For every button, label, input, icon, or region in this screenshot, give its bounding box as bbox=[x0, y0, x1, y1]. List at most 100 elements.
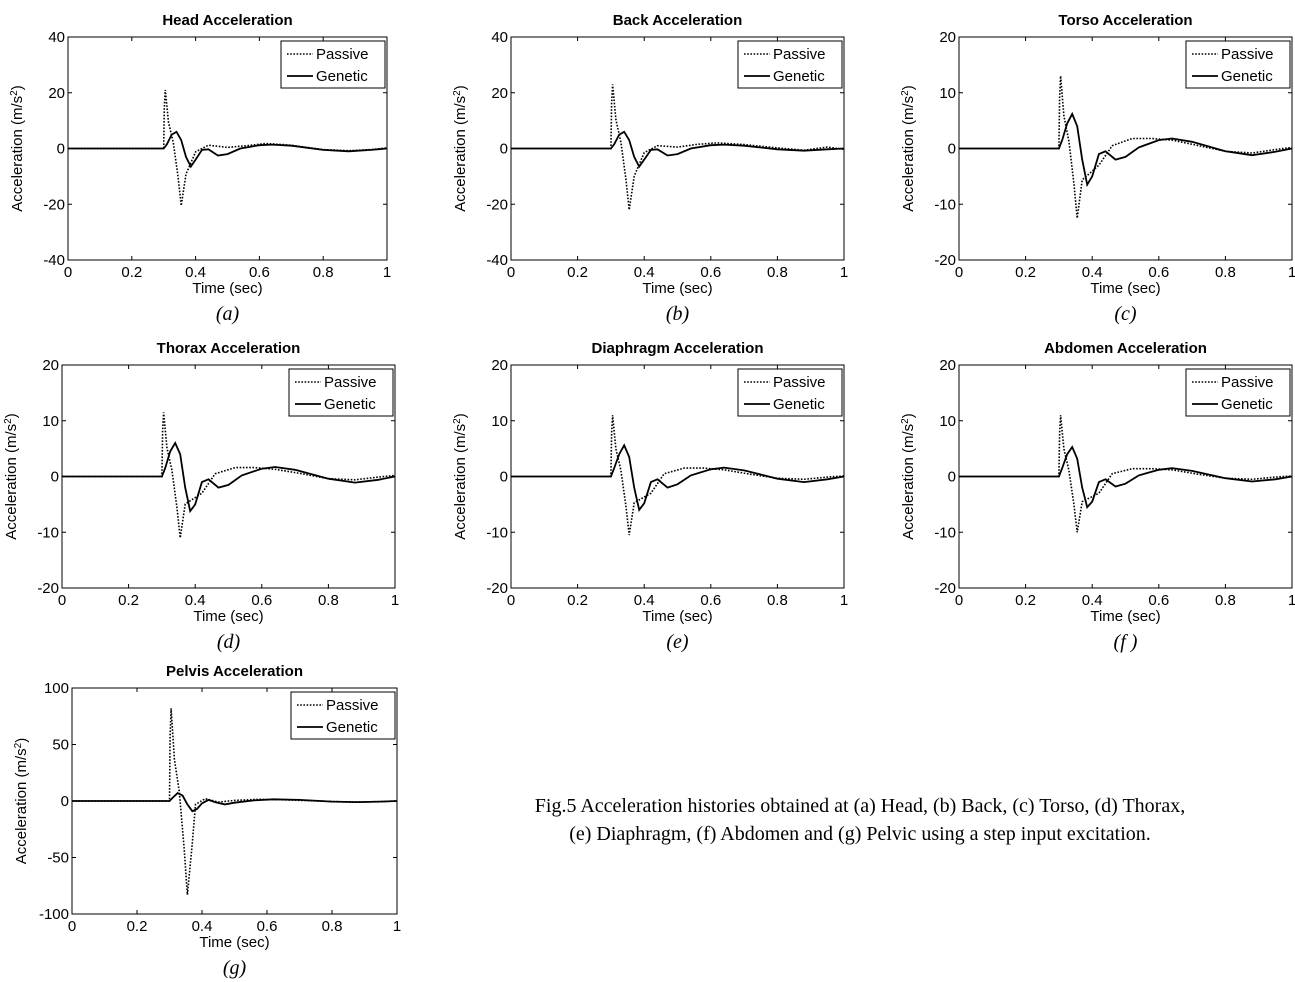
series-passive-line bbox=[511, 84, 844, 210]
y-tick-label: 0 bbox=[500, 141, 508, 158]
y-tick-label: -10 bbox=[934, 196, 956, 213]
y-tick-label: -100 bbox=[39, 906, 69, 923]
y-tick-label: 10 bbox=[939, 85, 956, 102]
panel-g: Pelvis Acceleration 0 0.2 0.4 0.6 0.8 1 -100 -50… bbox=[13, 663, 402, 979]
legend-label-genetic: Genetic bbox=[1221, 68, 1273, 85]
x-axis-label: Time (sec) bbox=[193, 608, 263, 625]
y-axis-label-main: Acceleration (m/s bbox=[9, 96, 26, 212]
y-tick-label: -40 bbox=[486, 252, 508, 269]
x-tick-label: 0.6 bbox=[1148, 592, 1169, 609]
legend-box bbox=[1185, 40, 1291, 89]
panel-b: Back Acceleration 0 0.2 0.4 0.6 0.8 1 -40 -20 0 20… bbox=[452, 12, 849, 325]
series-genetic-line bbox=[68, 130, 387, 169]
legend-label-genetic: Genetic bbox=[316, 68, 368, 85]
legend-box bbox=[290, 691, 396, 740]
x-tick-label: 0.8 bbox=[1215, 592, 1236, 609]
series-passive-line bbox=[72, 708, 397, 895]
x-tick-label: 0.4 bbox=[634, 592, 655, 609]
y-axis-label-sup: 2 bbox=[900, 90, 911, 96]
legend: Passive Genetic bbox=[737, 40, 843, 89]
y-axis-label-end: ) bbox=[900, 413, 917, 418]
y-axis-label: Acceleration (m/s2) bbox=[900, 85, 918, 211]
series-genetic-line bbox=[62, 441, 395, 514]
panel-title: Diaphragm Acceleration bbox=[592, 340, 764, 357]
x-axis-label: Time (sec) bbox=[642, 280, 712, 297]
y-axis-label: Acceleration (m/s2) bbox=[452, 85, 470, 211]
x-axis-label: Time (sec) bbox=[199, 934, 269, 951]
series-passive-line bbox=[68, 89, 387, 206]
y-axis-label-main: Acceleration (m/s bbox=[900, 96, 917, 212]
x-tick-label: 0.8 bbox=[313, 264, 334, 281]
legend-box bbox=[288, 368, 394, 417]
legend-label-passive: Passive bbox=[773, 374, 826, 391]
y-tick-label: -10 bbox=[486, 524, 508, 541]
series-genetic-line bbox=[511, 443, 844, 512]
x-tick-label: 1 bbox=[840, 264, 848, 281]
panel-title: Torso Acceleration bbox=[1058, 12, 1192, 29]
x-tick-label: 0 bbox=[68, 918, 76, 935]
y-tick-label: -20 bbox=[934, 252, 956, 269]
legend-box bbox=[737, 40, 843, 89]
y-axis-label-end: ) bbox=[452, 413, 469, 418]
panel-title: Head Acceleration bbox=[162, 12, 292, 29]
panel-a: Head Acceleration 0 0.2 0.4 0.6 0.8 1 -40 -20 0 20… bbox=[9, 12, 392, 325]
y-tick-label: 10 bbox=[491, 413, 508, 430]
x-tick-label: 0 bbox=[64, 264, 72, 281]
y-axis-label: Acceleration (m/s2) bbox=[13, 738, 31, 864]
x-tick-label: 1 bbox=[391, 592, 399, 609]
legend-label-passive: Passive bbox=[773, 46, 826, 63]
subfigure-label: (f ) bbox=[1114, 631, 1138, 653]
x-tick-label: 0.6 bbox=[700, 592, 721, 609]
y-axis-label-sup: 2 bbox=[9, 90, 20, 96]
x-axis-label: Time (sec) bbox=[1090, 280, 1160, 297]
x-tick-label: 1 bbox=[383, 264, 391, 281]
x-tick-label: 1 bbox=[1288, 264, 1295, 281]
x-tick-label: 0.2 bbox=[1015, 264, 1036, 281]
legend: Passive Genetic bbox=[280, 40, 386, 89]
legend-label-genetic: Genetic bbox=[773, 68, 825, 85]
y-axis-label: Acceleration (m/s2) bbox=[452, 413, 470, 539]
subfigure-label: (g) bbox=[223, 957, 247, 979]
y-tick-label: 20 bbox=[491, 357, 508, 374]
y-axis-label-main: Acceleration (m/s bbox=[452, 96, 469, 212]
y-tick-label: -40 bbox=[43, 252, 65, 269]
x-tick-label: 0.4 bbox=[185, 264, 206, 281]
legend: Passive Genetic bbox=[1185, 40, 1291, 89]
series-genetic-line bbox=[511, 130, 844, 169]
y-axis-label-main: Acceleration (m/s bbox=[900, 424, 917, 540]
y-axis-label-main: Acceleration (m/s bbox=[3, 424, 20, 540]
y-tick-label: 0 bbox=[57, 141, 65, 158]
x-tick-label: 0.6 bbox=[251, 592, 272, 609]
y-tick-label: -20 bbox=[37, 580, 59, 597]
subfigure-label: (c) bbox=[1114, 303, 1137, 325]
panel-title: Pelvis Acceleration bbox=[166, 663, 303, 680]
y-axis-label-end: ) bbox=[3, 413, 20, 418]
x-tick-label: 0 bbox=[955, 264, 963, 281]
x-tick-label: 1 bbox=[840, 592, 848, 609]
y-tick-label: 10 bbox=[42, 413, 59, 430]
x-tick-label: 0 bbox=[955, 592, 963, 609]
x-axis-label: Time (sec) bbox=[192, 280, 262, 297]
y-tick-label: 100 bbox=[44, 680, 69, 697]
y-axis-label-end: ) bbox=[900, 85, 917, 90]
caption-line-1: Fig.5 Acceleration histories obtained at… bbox=[534, 795, 1186, 817]
series-passive-line bbox=[511, 415, 844, 536]
x-tick-label: 1 bbox=[1288, 592, 1295, 609]
y-axis-label-end: ) bbox=[9, 85, 26, 90]
x-tick-label: 0 bbox=[507, 264, 515, 281]
y-tick-label: 50 bbox=[52, 737, 69, 754]
figure-caption: Fig.5 Acceleration histories obtained at… bbox=[425, 792, 1295, 848]
x-tick-label: 0.8 bbox=[767, 592, 788, 609]
y-axis-label-sup: 2 bbox=[900, 418, 911, 424]
y-tick-label: 40 bbox=[491, 29, 508, 46]
legend-label-genetic: Genetic bbox=[773, 396, 825, 413]
y-tick-label: 10 bbox=[939, 413, 956, 430]
legend: Passive Genetic bbox=[290, 691, 396, 740]
x-tick-label: 0.6 bbox=[257, 918, 278, 935]
y-tick-label: -20 bbox=[486, 196, 508, 213]
y-axis-label-sup: 2 bbox=[3, 418, 14, 424]
x-tick-label: 0.2 bbox=[567, 264, 588, 281]
x-tick-label: 0.2 bbox=[1015, 592, 1036, 609]
y-tick-label: 0 bbox=[61, 793, 69, 810]
